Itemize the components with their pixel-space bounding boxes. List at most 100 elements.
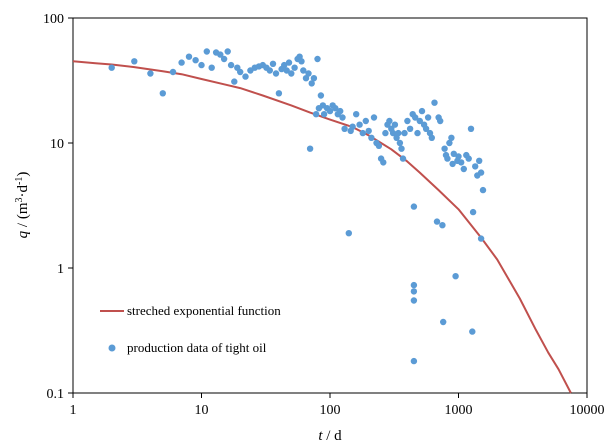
x-tick-label: 1	[70, 403, 77, 418]
data-point	[310, 75, 318, 82]
data-point	[389, 129, 397, 137]
data-point	[283, 67, 290, 74]
data-point	[467, 125, 475, 132]
data-point	[227, 61, 235, 69]
data-point	[285, 59, 293, 66]
data-point	[131, 58, 138, 65]
data-point	[410, 281, 418, 289]
data-point	[469, 328, 476, 335]
data-point	[401, 129, 408, 137]
data-point	[300, 67, 307, 74]
data-point	[341, 125, 348, 132]
data-point	[476, 157, 483, 164]
y-axis-label-mid: ·d	[15, 185, 31, 198]
data-point	[406, 125, 414, 132]
y-axis-label-prefix: / (m	[15, 202, 31, 231]
x-tick-label: 100	[320, 403, 341, 418]
y-axis-label-variable: q	[15, 230, 31, 238]
data-point	[353, 111, 360, 118]
data-point	[398, 145, 405, 152]
data-point	[428, 134, 435, 141]
data-point	[410, 357, 418, 365]
data-point	[399, 155, 407, 162]
x-axis-ticks	[72, 393, 588, 398]
data-point	[465, 155, 472, 162]
data-point	[414, 129, 421, 137]
data-point	[231, 78, 238, 85]
y-axis-label-sup-minus-1: -1	[14, 177, 25, 185]
data-point	[356, 121, 363, 128]
data-point	[422, 125, 430, 132]
x-tick-label: 1000	[445, 403, 473, 418]
data-point	[382, 129, 389, 137]
data-point	[281, 61, 288, 69]
data-point	[375, 142, 383, 149]
data-point	[185, 53, 193, 60]
y-tick-label: 100	[43, 12, 64, 27]
data-point	[362, 117, 369, 125]
data-point	[449, 160, 456, 168]
data-point	[477, 235, 485, 242]
data-point	[410, 203, 418, 210]
legend: streched exponential function production…	[100, 303, 281, 355]
data-point	[439, 222, 446, 229]
data-point	[192, 57, 199, 64]
legend-line-label: streched exponential function	[127, 303, 281, 318]
y-tick-label: 1	[57, 262, 64, 277]
data-point	[298, 58, 305, 65]
data-point	[302, 75, 310, 82]
data-point	[220, 55, 228, 63]
x-tick-label: 10	[195, 403, 209, 418]
data-point	[437, 117, 444, 125]
y-axis-tick-labels: 0.1 1 10 100	[43, 12, 64, 402]
series-tight-oil-production-points	[108, 48, 487, 365]
x-axis-label-unit: / d	[323, 428, 343, 444]
data-point	[159, 90, 166, 97]
data-point	[452, 273, 459, 280]
data-point	[349, 123, 356, 130]
data-point	[332, 105, 339, 112]
legend-point-swatch	[108, 344, 116, 352]
data-point	[337, 107, 344, 115]
data-point	[469, 208, 477, 216]
data-point	[458, 159, 465, 166]
data-point	[359, 129, 366, 137]
data-point	[391, 121, 399, 128]
data-point	[416, 117, 423, 125]
data-point	[448, 134, 455, 141]
data-point	[410, 288, 418, 295]
data-point	[266, 67, 273, 74]
data-point	[441, 145, 448, 152]
data-point	[404, 117, 411, 125]
data-point	[444, 155, 451, 162]
data-point	[433, 218, 441, 225]
data-point	[306, 145, 314, 152]
y-axis-label: q / (m3·d-1)	[14, 172, 31, 239]
data-point	[455, 153, 462, 160]
data-point	[368, 134, 375, 141]
data-point	[370, 114, 378, 121]
data-point	[288, 70, 295, 77]
data-point	[345, 230, 352, 237]
legend-point-label: production data of tight oil	[127, 340, 267, 355]
data-point	[169, 68, 177, 76]
data-point	[308, 80, 315, 87]
data-point	[386, 117, 393, 125]
data-point	[365, 127, 372, 135]
data-point	[272, 70, 280, 77]
data-point	[203, 48, 210, 55]
y-axis-label-suffix: )	[15, 172, 31, 177]
data-point	[412, 114, 419, 121]
data-point	[217, 51, 224, 58]
data-point	[317, 92, 325, 99]
data-point	[224, 48, 231, 55]
data-point	[440, 318, 447, 326]
data-point	[424, 114, 432, 121]
y-axis-ticks	[68, 17, 73, 394]
data-point	[326, 107, 334, 115]
data-point	[178, 59, 185, 66]
x-axis-tick-labels: 1 10 100 1000 10000	[70, 403, 605, 418]
data-point	[396, 139, 404, 147]
y-axis-label-sup-3: 3	[14, 198, 25, 203]
